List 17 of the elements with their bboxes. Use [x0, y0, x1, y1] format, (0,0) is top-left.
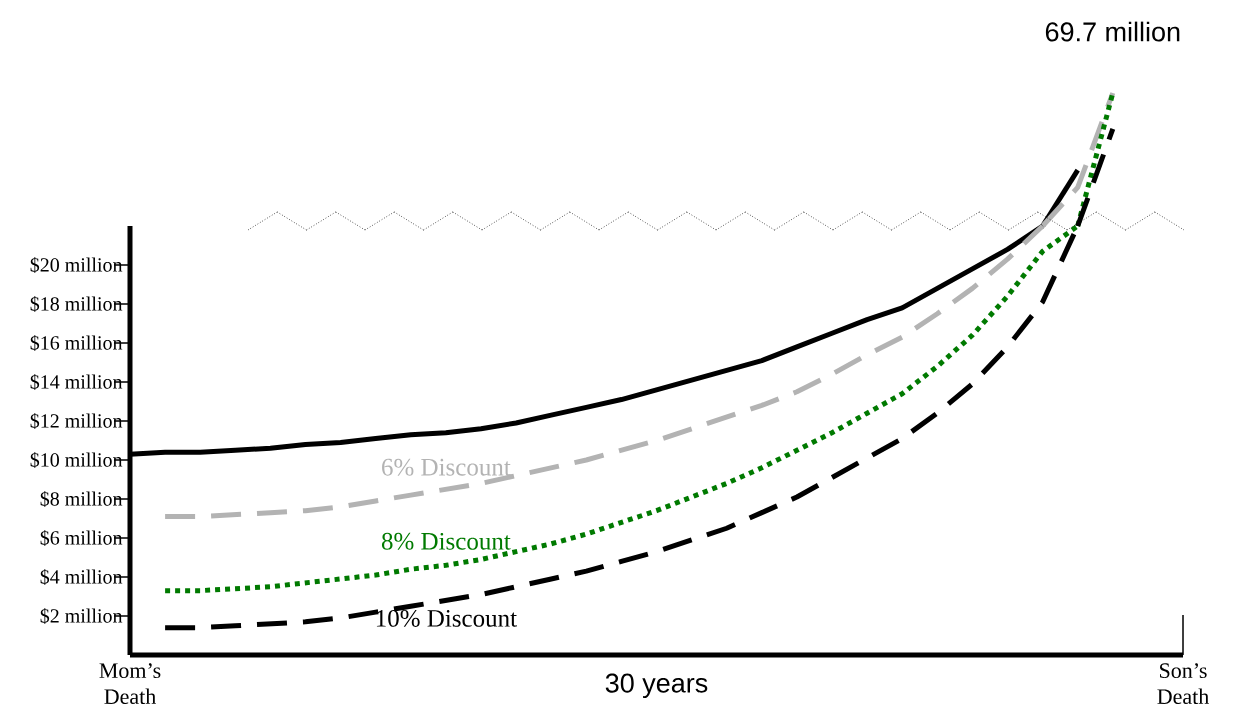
y-tick-label: $12 million: [30, 413, 123, 429]
y-tick-label: $20 million: [30, 257, 123, 273]
y-tick-label: $8 million: [40, 491, 123, 507]
y-tick-label: $18 million: [30, 296, 123, 312]
y-tick-label: $16 million: [30, 335, 123, 351]
y-tick-label: $4 million: [40, 569, 123, 585]
text: 69.7 million: [1045, 21, 1180, 42]
x-tick-label: Son’s Death: [1157, 663, 1209, 705]
series-label: 6% Discount: [382, 458, 511, 476]
x-tick-label: Mom’s Death: [99, 663, 161, 705]
y-tick-label: $2 million: [40, 608, 123, 624]
x-axis-title: 30 years: [605, 673, 708, 699]
y-tick-label: $14 million: [30, 374, 123, 390]
series-label: 10% Discount: [376, 609, 517, 627]
y-tick-label: $6 million: [40, 530, 123, 546]
y-tick-label: $10 million: [30, 452, 123, 468]
series-label: 8% Discount: [381, 532, 511, 550]
